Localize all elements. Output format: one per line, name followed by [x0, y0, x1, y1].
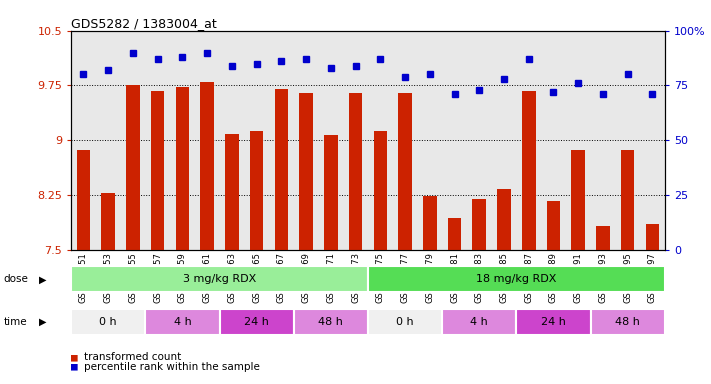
Text: percentile rank within the sample: percentile rank within the sample — [84, 362, 260, 372]
Bar — [516, 309, 591, 334]
Bar — [398, 93, 412, 250]
Bar — [151, 91, 164, 250]
Bar — [646, 224, 659, 250]
Text: GDS5282 / 1383004_at: GDS5282 / 1383004_at — [71, 17, 217, 30]
Bar — [497, 189, 510, 250]
Bar — [71, 309, 145, 334]
Text: time: time — [4, 316, 27, 327]
Text: 48 h: 48 h — [319, 316, 343, 327]
Bar — [102, 193, 115, 250]
Bar — [572, 150, 585, 250]
Text: dose: dose — [4, 274, 28, 285]
Bar — [522, 91, 535, 250]
Bar — [176, 87, 189, 250]
Bar — [77, 150, 90, 250]
Text: 18 mg/kg RDX: 18 mg/kg RDX — [476, 274, 557, 285]
Text: 4 h: 4 h — [173, 316, 191, 327]
Bar — [145, 309, 220, 334]
Text: 3 mg/kg RDX: 3 mg/kg RDX — [183, 274, 256, 285]
Bar — [368, 309, 442, 334]
Bar — [368, 266, 665, 292]
Text: 24 h: 24 h — [244, 316, 269, 327]
Bar — [274, 89, 288, 250]
Text: 24 h: 24 h — [541, 316, 566, 327]
Bar — [442, 309, 516, 334]
Bar — [220, 309, 294, 334]
Bar — [299, 93, 313, 250]
Bar — [373, 131, 387, 250]
Bar — [294, 309, 368, 334]
Text: 0 h: 0 h — [396, 316, 414, 327]
Bar — [225, 134, 239, 250]
Bar — [423, 195, 437, 250]
Bar — [324, 135, 338, 250]
Bar — [621, 150, 634, 250]
Bar — [591, 309, 665, 334]
Text: 48 h: 48 h — [615, 316, 640, 327]
Bar — [349, 93, 363, 250]
Bar — [201, 82, 214, 250]
Text: 4 h: 4 h — [471, 316, 488, 327]
Bar — [126, 86, 140, 250]
Bar — [448, 218, 461, 250]
Bar — [547, 202, 560, 250]
Text: ■: ■ — [71, 352, 77, 362]
Text: 0 h: 0 h — [100, 316, 117, 327]
Text: transformed count: transformed count — [84, 352, 181, 362]
Bar — [596, 226, 610, 250]
Bar — [250, 131, 264, 250]
Text: ■: ■ — [71, 362, 77, 372]
Text: ▶: ▶ — [39, 316, 47, 327]
Text: ▶: ▶ — [39, 274, 47, 285]
Bar — [71, 266, 368, 292]
Bar — [472, 199, 486, 250]
